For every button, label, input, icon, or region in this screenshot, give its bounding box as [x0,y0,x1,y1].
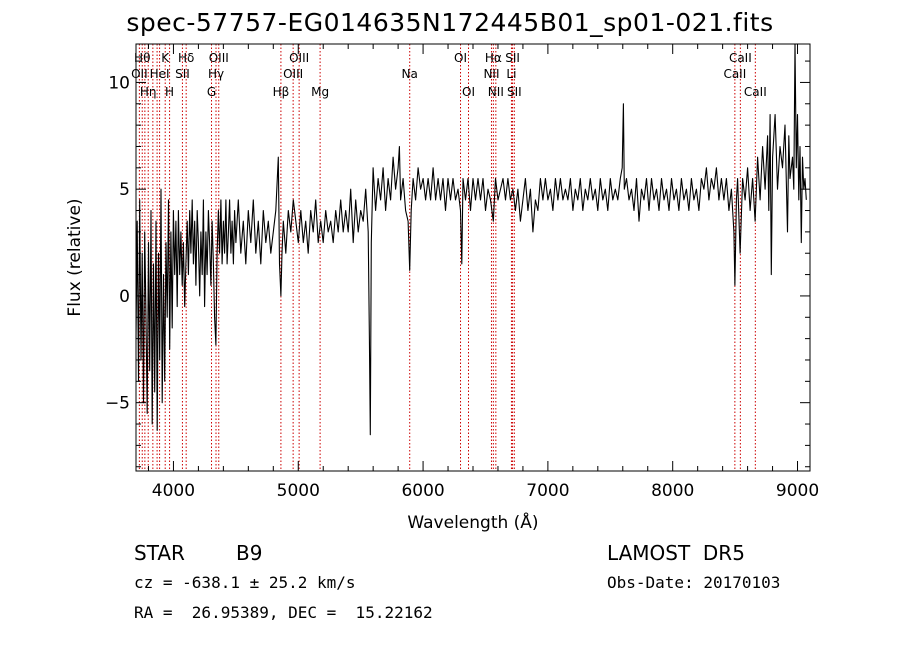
line-marker-label: NII [483,67,499,81]
line-marker-label: Hη [140,85,157,99]
line-marker-label: OIII [209,51,229,65]
line-marker-label: HeI [150,67,170,81]
line-marker-label: Li [506,67,516,81]
x-axis-label: Wavelength (Å) [407,511,538,533]
y-tick-label: −5 [105,394,130,414]
y-tick-label: 0 [119,287,130,307]
line-marker-label: Na [402,67,418,81]
plot-frame [135,43,811,472]
x-tick-label: 7000 [526,481,569,501]
observation-date: Obs-Date: 20170103 [607,573,781,592]
y-tick-label: 5 [119,180,130,200]
axis-ticks [136,44,810,471]
line-marker-label: Hα [485,51,502,65]
spectral-line-labels: OIIHθHηHeIKHSIIHδGHγOIIIHβOIIIOIIIMgNaOI… [131,51,767,99]
y-tick-label: 10 [108,73,130,93]
line-marker-label: Mg [311,85,329,99]
chart-title: spec-57757-EG014635N172445B01_sp01-021.f… [126,8,774,37]
object-class: STAR [134,541,185,565]
line-marker-label: H [165,85,174,99]
x-tick-label: 9000 [776,481,819,501]
line-marker-label: Hγ [208,67,224,81]
x-tick-label: 5000 [277,481,320,501]
line-marker-label: SII [505,51,520,65]
line-marker-label: SII [175,67,190,81]
line-marker-label: OI [454,51,467,65]
line-marker-label: G [207,85,216,99]
x-tick-label: 8000 [651,481,694,501]
line-marker-label: CaII [729,51,752,65]
object-subclass: B9 [236,541,263,565]
line-marker-label: Hθ [134,51,150,65]
x-tick-label: 6000 [401,481,444,501]
line-marker-label: OIII [289,51,309,65]
line-marker-label: K [161,51,170,65]
line-marker-label: Hδ [178,51,194,65]
line-marker-label: OII [131,67,148,81]
spectrum-trace-group [135,43,807,436]
line-marker-label: SII [507,85,522,99]
redshift-velocity: cz = -638.1 ± 25.2 km/s [134,573,356,592]
survey-name: LAMOST DR5 [607,541,745,565]
line-marker-label: OIII [283,67,303,81]
x-tick-label: 4000 [152,481,195,501]
line-marker-label: OI [462,85,475,99]
axis-tick-labels: 4000 5000 6000 7000 8000 9000 −5 0 5 10 [105,73,819,501]
coordinates: RA = 26.95389, DEC = 15.22162 [134,603,433,622]
line-marker-label: CaII [723,67,746,81]
y-axis-label: Flux (relative) [65,198,85,316]
line-marker-label: NII [488,85,504,99]
spectral-line-markers [138,44,756,471]
line-marker-label: CaII [744,85,767,99]
spectrum-trace [135,43,807,436]
line-marker-label: Hβ [273,85,290,99]
